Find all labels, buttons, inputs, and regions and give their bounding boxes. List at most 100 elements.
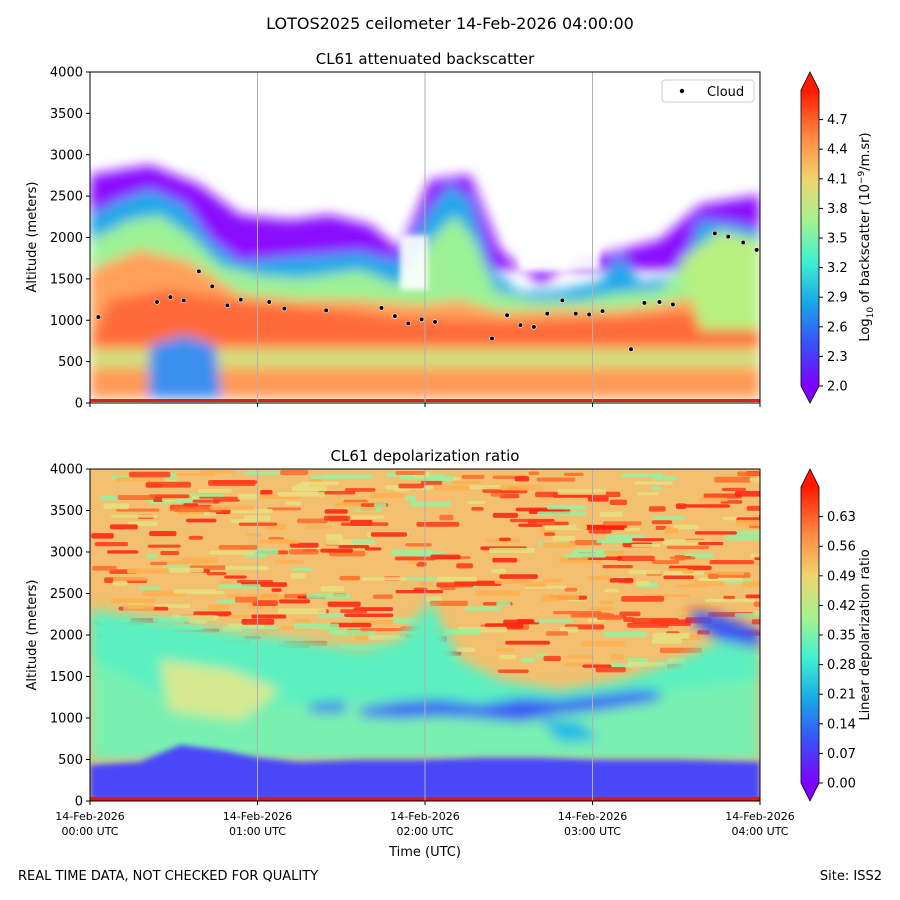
y-tick-label: 1000 [50, 314, 83, 329]
y-tick-label: 4000 [50, 66, 83, 81]
colorbar-tick-label: 0.63 [827, 510, 856, 525]
x-tick-date: 14-Feb-2026 [223, 810, 292, 823]
panel2-x-label: Time (UTC) [388, 845, 461, 860]
y-tick-label: 2000 [50, 231, 83, 246]
cloud-point [531, 324, 537, 330]
colorbar-tick-label: 0.14 [827, 717, 856, 732]
cloud-point [181, 297, 187, 303]
cloud-point [559, 297, 565, 303]
panel2-y-axis: 0 500 1000 1500 2000 2500 3000 3500 4000 [50, 463, 90, 810]
cloud-point [517, 322, 524, 328]
x-tick-date: 14-Feb-2026 [725, 810, 794, 823]
quality-disclaimer: REAL TIME DATA, NOT CHECKED FOR QUALITY [18, 869, 319, 884]
cloud-point [266, 299, 272, 305]
cloud-point [573, 311, 579, 317]
y-tick-label: 3500 [50, 504, 83, 519]
y-tick-label: 2500 [50, 190, 83, 205]
cloud-point [378, 305, 385, 311]
cloud-point [167, 294, 173, 300]
colorbar-tick-label: 0.49 [827, 569, 856, 584]
y-tick-label: 0 [75, 397, 83, 412]
cloud-point [196, 268, 202, 275]
cloud-point [281, 306, 287, 312]
panel2-y-label: Altitude (meters) [25, 580, 40, 691]
cloud-point [432, 319, 438, 325]
y-tick-label: 2500 [50, 587, 83, 602]
legend-cloud-label: Cloud [707, 85, 744, 100]
colorbar-tick-label: 0.42 [827, 599, 856, 614]
cloud-point [670, 301, 676, 308]
cloud-point [754, 247, 760, 253]
colorbar-tick-label: 4.1 [827, 172, 848, 187]
cloud-point [419, 316, 425, 323]
legend: Cloud [661, 79, 755, 103]
cloud-point [504, 312, 510, 318]
colorbar-tick-label: 2.6 [827, 320, 848, 335]
x-tick-time: 03:00 UTC [564, 825, 621, 838]
colorbar-tick-label: 3.5 [827, 232, 848, 247]
colorbar-tick-label: 0.21 [827, 688, 856, 703]
colorbar-tick-label: 4.7 [827, 113, 848, 128]
cloud-point [712, 230, 718, 236]
cloud-point [586, 311, 592, 318]
x-tick-date: 14-Feb-2026 [558, 810, 627, 823]
cloud-point [95, 314, 101, 320]
y-tick-label: 0 [75, 795, 83, 810]
colorbar-tick-label: 4.4 [827, 143, 848, 158]
y-tick-label: 500 [58, 753, 83, 768]
panel1-y-label: Altitude (meters) [25, 182, 40, 293]
cloud-point [725, 234, 731, 240]
x-tick-time: 00:00 UTC [61, 825, 118, 838]
site-label: Site: ISS2 [819, 869, 882, 884]
colorbar-tick-label: 2.0 [827, 380, 848, 395]
y-tick-label: 3000 [50, 546, 83, 561]
cloud-point [544, 311, 550, 317]
legend-cloud-marker [679, 88, 685, 94]
colorbar-backscatter: 2.0 2.3 2.6 2.9 3.2 3.5 3.8 4.1 4.4 4.7 [800, 71, 848, 404]
backscatter-field [90, 72, 760, 403]
y-tick-label: 1500 [50, 670, 83, 685]
depolarization-field [90, 469, 760, 801]
colorbar-tick-label: 2.9 [827, 291, 848, 306]
cloud-point [628, 346, 634, 352]
y-tick-label: 1000 [50, 712, 83, 727]
colorbar-backscatter-label: Log10 of backscatter (10−9/m.sr) [857, 132, 876, 341]
cloud-point [224, 302, 230, 308]
colorbar-depolarization: 0.00 0.07 0.14 0.21 0.28 0.35 0.42 0.49 0.56 0.63 [800, 468, 856, 802]
panel2-title: CL61 depolarization ratio [331, 447, 520, 465]
cloud-point [323, 307, 329, 313]
y-tick-label: 3000 [50, 148, 83, 163]
cloud-point [154, 299, 160, 305]
cloud-point [392, 313, 398, 319]
x-tick-time: 04:00 UTC [731, 825, 788, 838]
cloud-point [641, 300, 648, 306]
cloud-point [740, 239, 746, 246]
cloud-point [405, 320, 411, 327]
panel1-title: CL61 attenuated backscatter [316, 50, 535, 68]
cloud-point [209, 283, 215, 289]
colorbar-tick-label: 0.07 [827, 747, 856, 762]
cloud-point [599, 308, 606, 314]
figure-title: LOTOS2025 ceilometer 14-Feb-2026 04:00:0… [266, 14, 634, 33]
x-tick-time: 01:00 UTC [229, 825, 286, 838]
cloud-point [656, 299, 663, 305]
y-tick-label: 3500 [50, 107, 83, 122]
y-tick-label: 1500 [50, 272, 83, 287]
colorbar-tick-label: 0.00 [827, 777, 856, 792]
colorbar-tick-label: 3.2 [827, 261, 848, 276]
cloud-points [95, 230, 760, 352]
x-tick-time: 02:00 UTC [396, 825, 453, 838]
colorbar-tick-label: 0.35 [827, 629, 856, 644]
colorbar-tick-label: 0.28 [827, 658, 856, 673]
colorbar-tick-label: 2.3 [827, 350, 848, 365]
colorbar-tick-label: 3.8 [827, 202, 848, 217]
colorbar-tick-label: 0.56 [827, 540, 856, 555]
y-tick-label: 4000 [50, 463, 83, 478]
cloud-point [489, 335, 495, 342]
panel1-y-axis: 0 500 1000 1500 2000 2500 3000 3500 4000 [50, 66, 90, 412]
cloud-point [238, 296, 244, 303]
x-tick-date: 14-Feb-2026 [55, 810, 124, 823]
colorbar-depolarization-label: Linear depolarization ratio [858, 549, 873, 720]
y-tick-label: 2000 [50, 629, 83, 644]
